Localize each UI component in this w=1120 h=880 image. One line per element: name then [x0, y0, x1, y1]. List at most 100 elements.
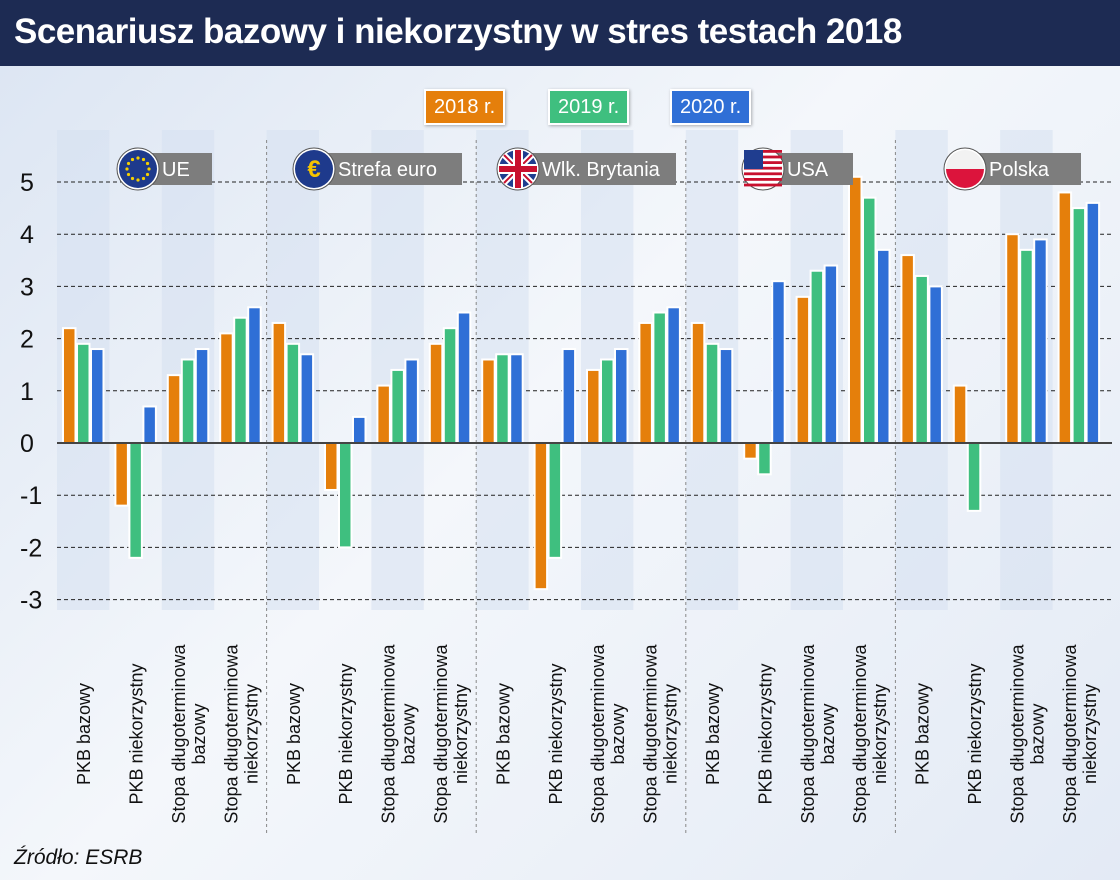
bar-2020r-13 — [771, 280, 786, 444]
bar-2020r-3 — [247, 306, 262, 444]
svg-text:Stopa długoterminowa: Stopa długoterminowa — [431, 643, 451, 823]
x-tick-label: Stopa długoterminowa bazowy — [169, 643, 209, 823]
y-tick-label: 3 — [20, 273, 34, 301]
y-tick-label: 1 — [20, 378, 34, 406]
x-tick-label: Stopa długoterminowa niekorzystny — [221, 643, 261, 823]
bar-2019r-5 — [338, 442, 353, 549]
bar-2020r-14 — [823, 264, 839, 444]
bar-2018r-11 — [638, 321, 653, 444]
group-label: UE — [162, 159, 190, 181]
svg-text:niekorzystny: niekorzystny — [1080, 684, 1100, 784]
svg-text:Stopa długoterminowa: Stopa długoterminowa — [850, 643, 870, 823]
svg-text:Stopa długoterminowa: Stopa długoterminowa — [588, 643, 608, 823]
y-tick-label: 0 — [20, 430, 34, 458]
x-tick-label: PKB niekorzystny — [336, 663, 356, 804]
bar-2019r-9 — [547, 442, 563, 559]
svg-text:PKB niekorzystny: PKB niekorzystny — [546, 663, 566, 804]
x-tick-label: Stopa długoterminowa niekorzystny — [850, 643, 890, 823]
svg-text:PKB bazowy: PKB bazowy — [74, 683, 94, 785]
svg-text:Stopa długoterminowa: Stopa długoterminowa — [1007, 643, 1027, 823]
x-tick-label: Stopa długoterminowa bazowy — [798, 643, 838, 823]
bar-2020r-10 — [614, 348, 629, 445]
bar-2018r-2 — [166, 374, 182, 445]
bar-2020r-19 — [1085, 201, 1101, 444]
bar-2018r-9 — [533, 442, 549, 591]
y-tick-label: -3 — [20, 587, 42, 615]
euro-sign-icon: € — [292, 147, 336, 191]
bar-2019r-6 — [390, 368, 405, 445]
group-label: Strefa euro — [338, 159, 437, 181]
bar-2020r-18 — [1033, 238, 1048, 444]
x-tick-label: PKB niekorzystny — [546, 663, 566, 804]
bar-2018r-6 — [376, 384, 391, 444]
bar-2018r-12 — [690, 321, 706, 444]
y-tick-label: 2 — [20, 326, 34, 354]
bar-2019r-7 — [442, 327, 458, 444]
x-tick-label: PKB niekorzystny — [127, 663, 147, 804]
bar-2020r-1 — [142, 405, 157, 444]
svg-text:Stopa długoterminowa: Stopa długoterminowa — [1060, 643, 1080, 823]
bar-2018r-7 — [428, 342, 444, 445]
title-bar: Scenariusz bazowy i niekorzystny w stres… — [0, 0, 1120, 66]
bar-2019r-1 — [128, 442, 143, 559]
x-tick-label: PKB bazowy — [284, 683, 304, 785]
bar-2019r-11 — [652, 311, 667, 444]
bar-2018r-0 — [62, 327, 77, 444]
bar-2018r-14 — [795, 295, 811, 444]
chart-title: Scenariusz bazowy i niekorzystny w stres… — [14, 12, 902, 51]
bar-2018r-15 — [848, 175, 863, 444]
x-tick-label: Stopa długoterminowa bazowy — [379, 643, 419, 823]
svg-text:bazowy: bazowy — [608, 703, 628, 764]
bar-2018r-1 — [114, 442, 129, 507]
x-tick-label: PKB bazowy — [74, 683, 94, 785]
bar-2019r-13 — [757, 442, 772, 476]
bar-2018r-18 — [1005, 233, 1020, 444]
group-label: Polska — [989, 159, 1050, 181]
x-tick-label: Stopa długoterminowa niekorzystny — [1060, 643, 1100, 823]
bar-2019r-18 — [1019, 248, 1034, 444]
bar-2018r-3 — [219, 332, 234, 445]
source-note: Źródło: ESRB — [14, 846, 143, 869]
bar-2019r-15 — [862, 196, 877, 444]
bar-2020r-2 — [194, 348, 210, 445]
svg-text:PKB bazowy: PKB bazowy — [493, 683, 513, 785]
bar-2019r-4 — [285, 342, 301, 445]
x-tick-label: Stopa długoterminowa bazowy — [1007, 643, 1047, 823]
svg-text:Stopa długoterminowa: Stopa długoterminowa — [379, 643, 399, 823]
group-label-box — [516, 153, 676, 185]
svg-text:PKB bazowy: PKB bazowy — [703, 683, 723, 785]
bar-2019r-14 — [809, 269, 825, 444]
x-tick-label: PKB niekorzystny — [965, 663, 985, 804]
bar-2019r-2 — [180, 358, 196, 445]
svg-text:€: € — [307, 156, 320, 183]
bar-2018r-10 — [586, 368, 601, 445]
svg-text:PKB niekorzystny: PKB niekorzystny — [336, 663, 356, 804]
bar-2018r-19 — [1057, 191, 1073, 444]
svg-text:PKB niekorzystny: PKB niekorzystny — [755, 663, 775, 804]
bar-2019r-8 — [495, 353, 510, 445]
bar-2018r-8 — [481, 358, 496, 445]
group-label: Wlk. Brytania — [542, 159, 661, 181]
bar-2020r-8 — [509, 353, 524, 445]
y-tick-label: 5 — [20, 169, 34, 197]
bar-2020r-15 — [876, 248, 891, 444]
bar-2020r-16 — [928, 285, 943, 444]
group-label-box — [312, 153, 462, 185]
y-tick-label: 4 — [20, 221, 34, 249]
svg-text:niekorzystny: niekorzystny — [661, 684, 681, 784]
x-tick-label: Stopa długoterminowa bazowy — [588, 643, 628, 823]
bar-2019r-17 — [966, 442, 982, 512]
bar-2020r-6 — [404, 358, 419, 445]
bar-2019r-16 — [914, 274, 929, 444]
svg-text:PKB bazowy: PKB bazowy — [284, 683, 304, 785]
svg-text:PKB niekorzystny: PKB niekorzystny — [127, 663, 147, 804]
legend-2018: 2018 r. — [424, 89, 506, 125]
svg-text:Stopa długoterminowa: Stopa długoterminowa — [169, 643, 189, 823]
x-tick-label: PKB niekorzystny — [755, 663, 775, 804]
bar-2020r-11 — [666, 306, 681, 444]
group-label: USA — [787, 159, 829, 181]
bar-2019r-0 — [76, 342, 91, 445]
x-tick-label: Stopa długoterminowa niekorzystny — [641, 643, 681, 823]
svg-text:PKB bazowy: PKB bazowy — [913, 683, 933, 785]
